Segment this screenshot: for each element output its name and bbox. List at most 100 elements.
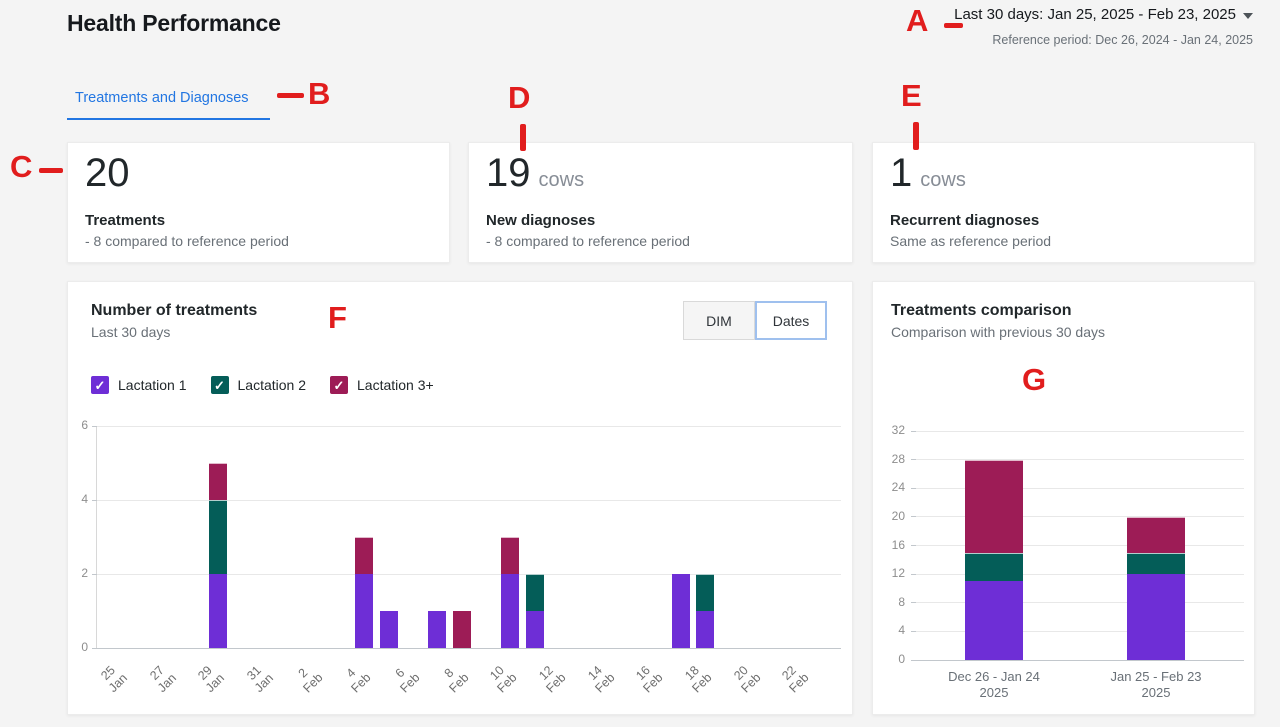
stat-value: 20	[85, 151, 130, 195]
period-selector[interactable]: Last 30 days: Jan 25, 2025 - Feb 23, 202…	[954, 6, 1253, 23]
chart-subtitle: Last 30 days	[91, 324, 171, 340]
tab-label: Treatments and Diagnoses	[75, 90, 249, 106]
bar-segment-lactation1[interactable]	[428, 611, 447, 648]
x-tick-label: 4 Feb	[343, 665, 374, 696]
bar-segment-lactation1[interactable]	[355, 574, 374, 648]
bar-segment-lactation2[interactable]	[695, 574, 714, 611]
legend-label: Lactation 1	[118, 377, 187, 393]
gridline	[916, 630, 1244, 632]
dim-dates-toggle: DIM Dates	[683, 301, 827, 340]
stat-comparison-text: - 8 compared to reference period	[486, 233, 690, 249]
stat-card-treatments: 20 Treatments - 8 compared to reference …	[67, 142, 450, 263]
comp-x-label: Jan 25 - Feb 23 2025	[1110, 669, 1202, 700]
stat-comparison-text: Same as reference period	[890, 233, 1052, 249]
bar-segment-lactation2[interactable]	[1127, 552, 1185, 575]
toggle-dates-button[interactable]: Dates	[755, 301, 827, 340]
stat-value-row: 19 cows	[486, 151, 584, 196]
stat-comparison-text: - 8 compared to reference period	[85, 233, 289, 249]
tab-active-underline	[67, 118, 270, 120]
bar-segment-lactation1[interactable]	[379, 611, 398, 648]
stat-label: New diagnoses	[486, 212, 596, 229]
annotation-letter-A: A	[906, 3, 929, 38]
bar-segment-lactation1[interactable]	[695, 611, 714, 648]
bar-segment-lactation1[interactable]	[501, 574, 520, 648]
y-axis-tick	[911, 516, 916, 518]
y-tick-label: 2	[81, 566, 88, 580]
annotation-letter-E: E	[901, 78, 922, 113]
x-tick-label: 16 Feb	[633, 663, 666, 696]
comparison-bar-chart: 0 4 8 12 16 20 24 28 32 Dec 26 - Jan 24 2025 Jan 25…	[892, 423, 1244, 700]
bar-segment-lactation1[interactable]	[209, 574, 228, 648]
bar-segment-lactation2[interactable]	[525, 574, 544, 611]
x-tick-label: 12 Feb	[536, 663, 569, 696]
bar-segment-lactation3[interactable]	[452, 611, 471, 648]
gridline	[916, 545, 1244, 546]
bar-segment-lactation2[interactable]	[209, 500, 228, 574]
chart-header: Number of treatments Last 30 days	[91, 302, 257, 340]
gridline	[97, 573, 841, 575]
y-tick-label: 16	[891, 537, 905, 552]
annotation-letter-B: B	[308, 76, 331, 111]
tab-treatments-and-diagnoses[interactable]: Treatments and Diagnoses	[67, 86, 270, 120]
x-tick-label: 2 Feb	[295, 665, 326, 696]
period-selector-label: Last 30 days: Jan 25, 2025 - Feb 23, 202…	[954, 6, 1236, 23]
bar-segment-lactation3[interactable]	[501, 537, 520, 574]
chart-legend: ✓ Lactation 1 ✓ Lactation 2 ✓ Lactation 3+	[91, 376, 434, 394]
gridline	[916, 430, 1244, 432]
gridline	[916, 516, 1244, 518]
gridline	[916, 459, 1244, 461]
chart-title: Treatments comparison	[891, 302, 1072, 319]
chart-subtitle: Comparison with previous 30 days	[891, 324, 1105, 340]
y-axis-tick	[92, 425, 97, 427]
checkbox-checked-icon[interactable]: ✓	[210, 376, 229, 394]
chevron-down-icon	[1243, 12, 1253, 19]
chart-title: Number of treatments	[91, 302, 258, 319]
bar-segment-lactation1[interactable]	[671, 574, 690, 648]
annotation-letter-G: G	[1022, 362, 1047, 397]
bar-segment-lactation1[interactable]	[525, 611, 544, 648]
y-tick-label: 28	[891, 451, 905, 466]
annotation-connector-A	[944, 23, 963, 28]
toggle-dim-button[interactable]: DIM	[683, 301, 755, 340]
y-tick-label: 0	[81, 640, 88, 654]
y-tick-label: 0	[898, 652, 905, 666]
stat-card-new-diagnoses: 19 cows New diagnoses - 8 compared to re…	[468, 142, 853, 263]
x-tick-label: 29 Jan	[195, 663, 228, 696]
gridline	[97, 425, 841, 427]
bar-segment-lactation1[interactable]	[965, 581, 1023, 660]
y-axis-tick	[92, 573, 97, 575]
y-axis-tick	[911, 602, 916, 604]
y-tick-label: 12	[891, 566, 905, 581]
y-tick-label: 20	[891, 508, 905, 523]
bar-segment-lactation3[interactable]	[209, 463, 228, 500]
y-tick-label: 32	[891, 423, 905, 437]
legend-item-lactation-3[interactable]: ✓ Lactation 3+	[330, 376, 434, 394]
gridline	[916, 573, 1244, 575]
gridline	[97, 647, 841, 649]
reference-period-text: Reference period: Dec 26, 2024 - Jan 24,…	[992, 33, 1253, 47]
x-tick-label: 31 Jan	[244, 663, 276, 696]
gridline	[97, 499, 841, 501]
bar-segment-lactation3[interactable]	[355, 537, 374, 574]
y-tick-label: 8	[898, 594, 905, 609]
bar-segment-lactation2[interactable]	[965, 552, 1023, 582]
bar-segment-lactation3[interactable]	[1127, 516, 1185, 553]
x-tick-label: 14 Feb	[584, 663, 618, 696]
y-axis-tick	[911, 545, 916, 546]
y-axis-tick	[911, 630, 916, 632]
x-tick-label: 27 Jan	[146, 663, 179, 696]
legend-item-lactation-2[interactable]: ✓ Lactation 2	[210, 376, 306, 394]
stat-unit: cows	[920, 169, 966, 191]
gridline	[916, 602, 1244, 604]
bar-segment-lactation1[interactable]	[1127, 574, 1185, 660]
y-axis-tick	[911, 430, 916, 432]
bar-segment-lactation3[interactable]	[965, 459, 1023, 553]
checkbox-checked-icon[interactable]: ✓	[91, 376, 109, 394]
legend-item-lactation-1[interactable]: ✓ Lactation 1	[91, 376, 187, 394]
checkbox-checked-icon[interactable]: ✓	[330, 376, 348, 394]
gridline	[916, 487, 1244, 489]
annotation-connector-E	[913, 122, 919, 150]
y-axis-tick	[92, 499, 97, 501]
annotation-connector-D	[520, 124, 526, 151]
